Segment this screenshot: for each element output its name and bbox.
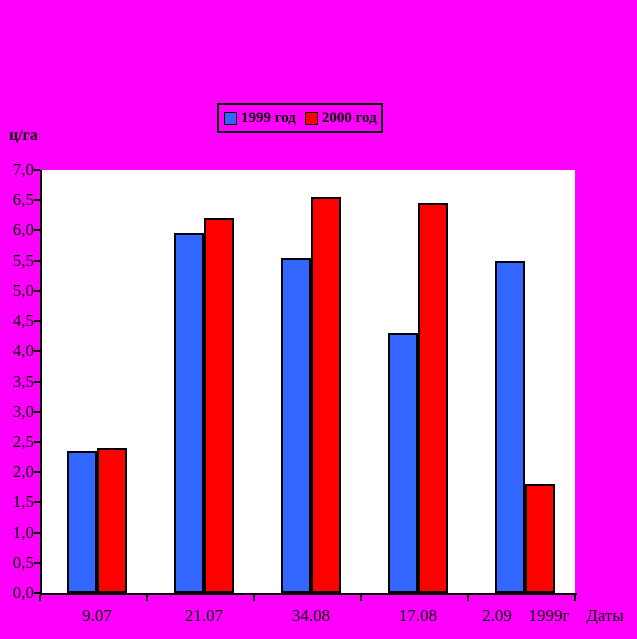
x-axis-label: 34.08 [291,606,331,625]
y-axis-tick [34,410,40,413]
y-axis-tick [34,501,40,504]
y-axis-tick-label: 6,0 [12,220,34,240]
y-axis-tick [34,440,40,443]
x-axis-line [40,593,577,595]
y-axis-line [40,170,42,595]
y-axis-tick-label: 5,5 [12,250,34,270]
x-axis-tick [253,595,255,601]
y-axis-tick [34,561,40,564]
y-axis-tick [34,199,40,202]
bar-1999-9.07 [67,450,97,593]
x-axis-label: 17.08 [398,606,438,625]
y-axis-tick-label: 7,0 [12,160,34,179]
x-axis-tick [574,595,576,601]
x-axis-label: 9.07 [82,606,112,625]
x-axis-label: 2.09 [482,606,512,625]
legend: 1999 год 2000 год [217,103,383,133]
y-axis-tick-label: 0,5 [12,552,34,572]
y-axis-tick-label: 2,5 [12,431,34,451]
bar-2000-17.08 [418,203,448,593]
y-axis-tick [34,320,40,323]
legend-swatch-2000-icon [304,111,318,125]
y-axis-tick-label: 4,5 [12,311,34,331]
y-axis-tick-label: 6,5 [12,190,34,210]
y-axis-tick-label: 1,5 [12,492,34,512]
y-axis-tick [34,289,40,292]
bar-2000-34.08 [311,197,341,593]
legend-swatch-1999-icon [224,111,237,125]
y-axis-tick [34,531,40,534]
bar-2000-21.07 [204,218,234,593]
y-axis-tick-label: 2,0 [12,462,34,482]
y-axis-title: ц/га [9,127,38,144]
x-axis-tick [360,595,362,601]
y-axis-tick-label: 4,0 [12,341,34,361]
bar-1999-21.07 [174,233,204,593]
y-axis-tick-label: 3,5 [12,371,34,391]
legend-item-2000: 2000 год [304,109,377,126]
x-axis-title: Даты [586,606,624,625]
y-axis-tick [34,229,40,232]
x-axis-tick [467,595,469,601]
legend-label-1999: 1999 год [241,109,296,126]
y-axis-tick-label: 5,0 [12,280,34,300]
x-axis-year-label: 1999г [528,606,570,625]
y-axis-tick [34,169,40,171]
bar-1999-2.09 [495,260,525,593]
y-axis-tick-label: 3,0 [12,401,34,421]
y-axis-tick [34,380,40,383]
legend-item-1999: 1999 год [224,109,296,126]
y-axis-tick [34,471,40,474]
x-axis-label: 21.07 [184,606,224,625]
y-axis-tick [34,350,40,353]
x-axis-tick [146,595,148,601]
y-axis-tick [34,259,40,262]
bar-1999-34.08 [281,257,311,593]
legend-label-2000: 2000 год [321,109,377,126]
y-axis-tick-label: 0,0 [12,583,34,602]
bar-2000-9.07 [97,447,127,593]
bar-1999-17.08 [388,333,418,593]
x-axis-tick [39,595,41,601]
y-axis-tick-label: 1,0 [12,522,34,542]
bar-2000-2.09 [525,484,555,593]
y-axis-tick [34,592,40,594]
